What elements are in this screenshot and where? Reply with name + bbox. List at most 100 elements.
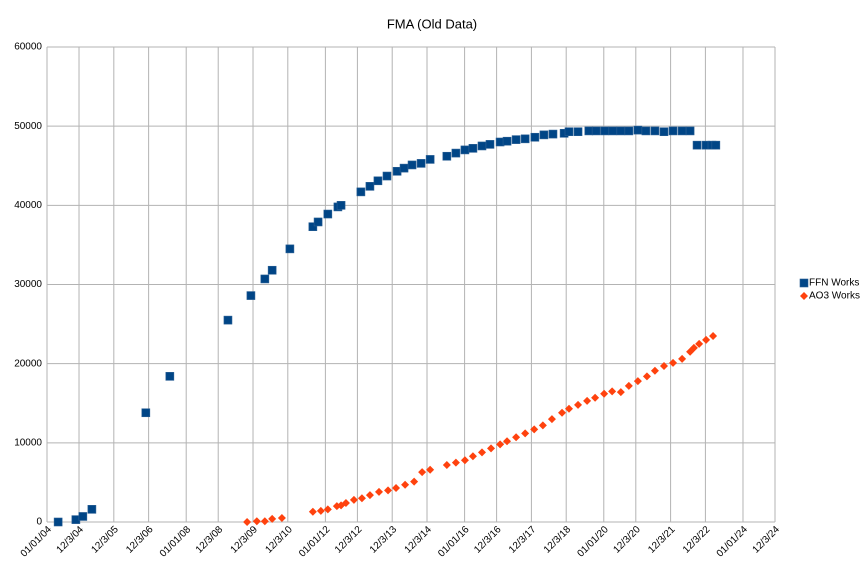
data-point <box>548 129 558 139</box>
data-point <box>267 265 277 275</box>
data-point <box>600 126 610 136</box>
data-point <box>521 429 530 438</box>
data-point <box>530 132 540 142</box>
x-tick-label: 12/3/24 <box>751 524 783 556</box>
data-point <box>503 437 512 446</box>
x-tick-label: 12/3/10 <box>263 524 295 556</box>
data-point <box>341 499 350 507</box>
data-point <box>401 480 410 489</box>
data-point <box>564 127 574 137</box>
data-point <box>243 518 252 526</box>
data-point <box>512 433 521 442</box>
x-tick-label: 01/01/16 <box>436 524 472 560</box>
data-point <box>650 126 660 136</box>
x-tick-label: 12/3/09 <box>229 524 261 556</box>
data-point <box>633 377 642 386</box>
data-point <box>451 458 460 467</box>
data-point <box>260 274 270 284</box>
data-point <box>410 477 419 486</box>
data-point <box>416 159 426 168</box>
data-point <box>308 507 317 516</box>
data-point <box>87 505 97 514</box>
data-point <box>425 155 435 164</box>
data-point <box>468 144 478 153</box>
data-point <box>223 315 233 325</box>
x-tick-label: 12/3/06 <box>124 524 156 556</box>
data-point <box>520 134 530 144</box>
data-point <box>392 483 401 492</box>
data-point <box>584 126 594 136</box>
data-point <box>624 126 634 136</box>
data-point <box>365 182 375 191</box>
y-tick-label: 30000 <box>14 279 42 290</box>
x-tick-label: 12/3/08 <box>194 524 226 556</box>
data-point <box>487 444 496 453</box>
data-point <box>695 339 704 348</box>
data-point <box>624 381 633 390</box>
data-point <box>564 404 573 413</box>
data-point <box>668 126 678 136</box>
data-point <box>702 335 711 344</box>
data-point <box>268 514 277 523</box>
y-tick-label: 10000 <box>14 437 42 448</box>
data-point <box>574 400 583 409</box>
data-point <box>382 171 392 181</box>
y-tick-label: 60000 <box>14 42 42 53</box>
data-point <box>357 494 366 503</box>
data-point <box>451 148 461 158</box>
data-point <box>78 512 88 521</box>
x-tick-label: 12/3/14 <box>403 524 435 556</box>
data-point <box>141 408 151 418</box>
data-point <box>316 506 325 515</box>
data-point <box>442 151 452 161</box>
x-tick-label: 12/3/21 <box>646 524 678 556</box>
data-point <box>323 505 332 514</box>
data-point <box>365 491 374 500</box>
y-tick-label: 0 <box>36 517 42 528</box>
data-point <box>374 487 383 496</box>
data-point <box>246 291 256 300</box>
data-point <box>477 448 486 457</box>
data-point <box>685 126 695 136</box>
data-point <box>608 126 618 136</box>
x-tick-label: 12/3/22 <box>681 524 713 556</box>
data-point <box>530 425 539 434</box>
data-point <box>641 126 651 136</box>
data-point <box>591 126 601 136</box>
x-tick-label: 12/3/13 <box>368 524 400 556</box>
x-tick-label: 01/01/08 <box>158 524 194 560</box>
data-point <box>460 145 470 155</box>
x-tick-label: 01/01/24 <box>715 524 751 560</box>
x-tick-label: 01/01/12 <box>297 524 333 560</box>
data-point <box>692 140 702 150</box>
data-point <box>538 421 547 430</box>
legend-marker <box>799 278 809 288</box>
y-tick-label: 40000 <box>14 200 42 211</box>
data-point <box>616 388 625 397</box>
data-point <box>349 495 358 504</box>
data-point <box>373 176 383 186</box>
data-point <box>336 201 346 210</box>
data-point <box>689 343 698 352</box>
x-tick-label: 12/3/20 <box>611 524 643 556</box>
data-point <box>573 127 583 137</box>
y-tick-label: 50000 <box>14 121 42 132</box>
data-point <box>485 140 495 149</box>
data-point <box>539 130 549 140</box>
data-point <box>669 358 678 367</box>
data-point <box>399 163 409 173</box>
data-point <box>642 372 651 381</box>
x-tick-label: 12/3/18 <box>542 524 574 556</box>
x-tick-label: 01/01/20 <box>575 524 611 560</box>
data-point <box>308 222 318 232</box>
legend-label: FFN Works <box>809 278 859 289</box>
data-point <box>460 456 469 465</box>
x-tick-label: 12/3/04 <box>55 524 87 556</box>
data-point <box>547 415 556 424</box>
data-point <box>600 389 609 398</box>
data-point <box>426 465 435 474</box>
data-point <box>323 209 333 219</box>
data-point <box>659 127 669 137</box>
data-point <box>277 514 286 523</box>
